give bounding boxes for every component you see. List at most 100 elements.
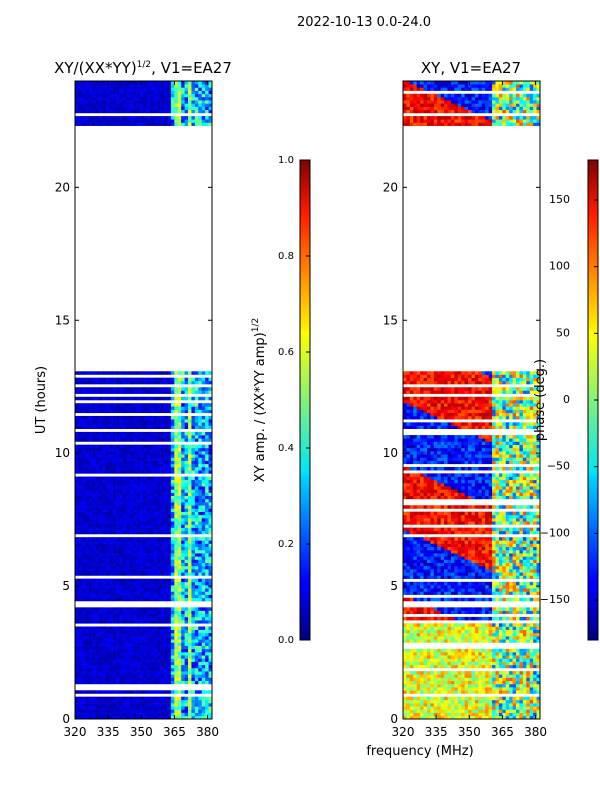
heatmap-cell — [194, 639, 199, 643]
heatmap-cell — [160, 658, 165, 662]
heatmap-cell — [75, 661, 79, 666]
heatmap-cell — [129, 530, 134, 535]
heatmap-cell — [136, 712, 141, 717]
heatmap-cell — [184, 709, 189, 713]
heatmap-cell — [109, 489, 113, 493]
heatmap-cell — [146, 476, 151, 481]
heatmap-cell — [98, 632, 103, 637]
heatmap-cell — [146, 505, 151, 509]
heatmap-cell — [526, 658, 531, 662]
heatmap-cell — [420, 683, 424, 688]
heatmap-cell — [133, 664, 137, 669]
heatmap-cell — [188, 546, 192, 551]
heatmap-cell — [98, 553, 103, 557]
heatmap-cell — [198, 511, 203, 516]
heatmap-cell — [174, 524, 179, 528]
heatmap-cell — [102, 514, 107, 519]
heatmap-cell — [109, 677, 113, 682]
heatmap-cell — [157, 466, 161, 471]
heatmap-cell — [133, 476, 137, 481]
heatmap-cell — [133, 492, 137, 496]
heatmap-cell — [119, 396, 124, 401]
heatmap-cell — [126, 435, 131, 439]
heatmap-cell — [526, 715, 531, 719]
heatmap-cell — [423, 671, 428, 675]
heatmap-cell — [201, 648, 206, 653]
heatmap-cell — [157, 460, 161, 465]
heatmap-cell — [146, 658, 151, 662]
heatmap-cell — [478, 709, 483, 713]
heatmap-cell — [181, 664, 185, 669]
heatmap-cell — [177, 546, 182, 551]
heatmap-cell — [153, 454, 158, 458]
heatmap-cell — [75, 572, 79, 576]
heatmap-cell — [146, 460, 151, 465]
heatmap-cell — [406, 661, 411, 666]
heatmap-cell — [81, 508, 86, 512]
heatmap-cell — [188, 109, 192, 114]
heatmap-cell — [75, 632, 79, 637]
heatmap-cell — [205, 476, 209, 481]
heatmap-cell — [205, 390, 209, 394]
heatmap-cell — [194, 703, 199, 707]
heatmap-cell — [430, 699, 435, 704]
heatmap-cell — [205, 591, 209, 595]
heatmap-cell — [157, 674, 161, 678]
heatmap-cell — [170, 492, 175, 496]
heatmap-cell — [201, 96, 206, 101]
heatmap-cell — [85, 482, 89, 487]
heatmap-cell — [457, 712, 462, 717]
heatmap-cell — [167, 549, 172, 554]
heatmap-cell — [75, 556, 79, 560]
heatmap-cell — [174, 486, 179, 490]
heatmap-cell — [136, 706, 141, 710]
heatmap-cell — [98, 406, 103, 410]
heatmap-cell — [529, 671, 534, 675]
heatmap-cell — [198, 613, 203, 618]
heatmap-cell — [136, 642, 141, 646]
heatmap-cell — [426, 690, 431, 694]
heatmap-cell — [95, 511, 100, 516]
heatmap-cell — [198, 549, 203, 554]
heatmap-cell — [170, 569, 175, 573]
heatmap-cell — [184, 377, 189, 382]
heatmap-cell — [75, 578, 79, 583]
heatmap-cell — [136, 518, 141, 522]
heatmap-cell — [143, 706, 148, 710]
heatmap-cell — [95, 648, 100, 653]
heatmap-cell — [198, 530, 203, 535]
heatmap-cell — [174, 674, 179, 678]
heatmap-cell — [109, 508, 113, 512]
heatmap-cell — [505, 661, 510, 666]
heatmap-cell — [150, 680, 155, 685]
heatmap-cell — [205, 479, 209, 484]
heatmap-cell — [167, 502, 172, 506]
heatmap-cell — [174, 109, 179, 114]
heatmap-cell — [423, 674, 428, 678]
heatmap-cell — [406, 671, 411, 675]
heatmap-cell — [529, 696, 534, 701]
x-tick-label: 380 — [196, 725, 219, 739]
heatmap-cell — [98, 476, 103, 481]
heatmap-cell — [119, 648, 124, 653]
heatmap-cell — [194, 508, 199, 512]
heatmap-cell — [201, 642, 206, 646]
heatmap-cell — [170, 482, 175, 487]
colorbar-tick-label: 0.6 — [278, 347, 294, 358]
heatmap-cell — [461, 683, 465, 688]
heatmap-cell — [109, 419, 113, 423]
heatmap-cell — [116, 664, 120, 669]
heatmap-cell — [198, 521, 203, 525]
heatmap-cell — [194, 677, 199, 682]
heatmap-cell — [181, 396, 185, 401]
heatmap-cell — [170, 396, 175, 401]
heatmap-cell — [112, 661, 117, 666]
heatmap-cell — [78, 671, 83, 675]
heatmap-cell — [447, 706, 452, 710]
heatmap-cell — [505, 683, 510, 688]
heatmap-cell — [519, 664, 524, 669]
heatmap-cell — [184, 674, 189, 678]
heatmap-cell — [88, 486, 93, 490]
heatmap-cell — [409, 680, 414, 685]
